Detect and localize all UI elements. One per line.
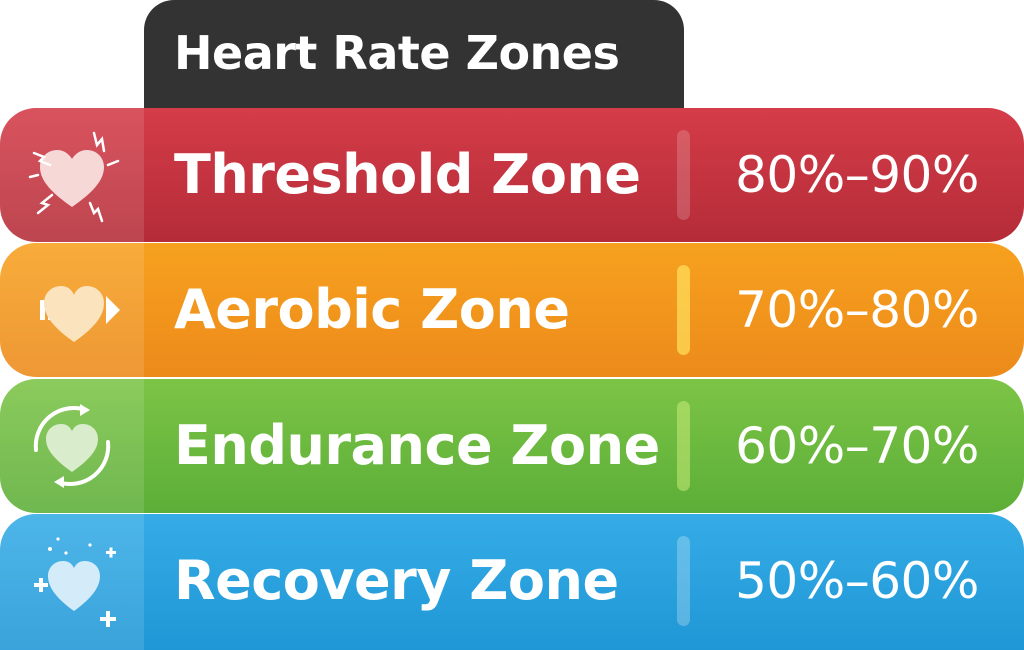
heart-burst-icon [28, 131, 120, 223]
zone-icon-panel [0, 514, 144, 650]
heart-sparkle-icon [34, 537, 116, 627]
zone-range: 50%–60% [735, 552, 979, 610]
zone-range: 80%–90% [735, 146, 979, 204]
zone-icon-panel [0, 108, 144, 242]
zone-name: Aerobic Zone [174, 278, 570, 341]
zone-icon-panel [0, 379, 144, 513]
zone-divider [677, 130, 690, 220]
zone-name: Recovery Zone [174, 549, 619, 612]
zone-divider [677, 265, 690, 355]
heart-cycle-icon [33, 404, 111, 488]
page-title: Heart Rate Zones [174, 26, 620, 80]
heart-arrow-icon [40, 286, 120, 342]
zone-icon-panel [0, 243, 144, 377]
zone-name: Endurance Zone [174, 414, 660, 477]
zone-aerobic: Aerobic Zone 70%–80% [0, 243, 1024, 377]
zone-recovery: Recovery Zone 50%–60% [0, 514, 1024, 650]
zone-range: 60%–70% [735, 417, 979, 475]
zone-name: Threshold Zone [174, 143, 641, 206]
zone-threshold: Threshold Zone 80%–90% [0, 108, 1024, 242]
zone-range: 70%–80% [735, 281, 979, 339]
zone-divider [677, 401, 690, 491]
zone-divider [677, 536, 690, 626]
zone-endurance: Endurance Zone 60%–70% [0, 379, 1024, 513]
header-tab: Heart Rate Zones [144, 0, 684, 124]
